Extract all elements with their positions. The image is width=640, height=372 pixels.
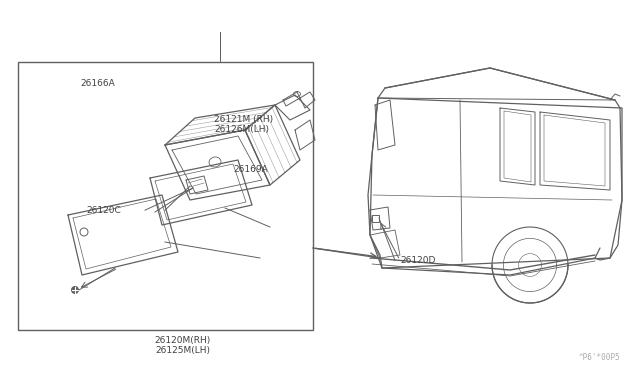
Circle shape [71,286,79,294]
Text: 26121M (RH)
26126M(LH): 26121M (RH) 26126M(LH) [214,115,273,134]
Text: 26166A: 26166A [80,79,115,88]
Bar [372,215,379,222]
Text: 26120C: 26120C [86,206,121,215]
Text: 26169A: 26169A [234,165,268,174]
Bar [18,62,313,330]
Text: 26120D: 26120D [400,256,435,265]
Text: 26120M(RH)
26125M(LH): 26120M(RH) 26125M(LH) [154,336,211,355]
Text: ^P6'*00P5: ^P6'*00P5 [579,353,620,362]
